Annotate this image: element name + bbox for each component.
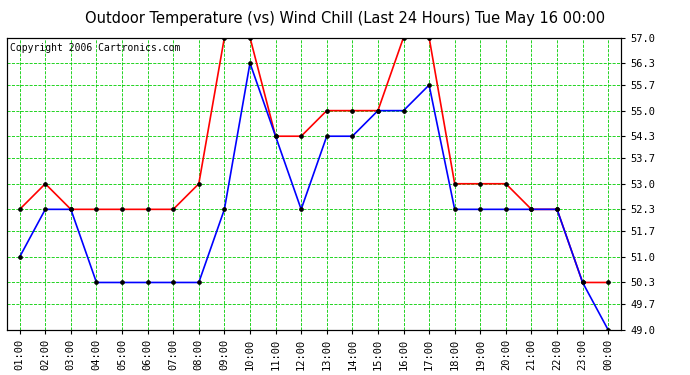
Text: Copyright 2006 Cartronics.com: Copyright 2006 Cartronics.com <box>10 44 180 53</box>
Text: Outdoor Temperature (vs) Wind Chill (Last 24 Hours) Tue May 16 00:00: Outdoor Temperature (vs) Wind Chill (Las… <box>85 11 605 26</box>
